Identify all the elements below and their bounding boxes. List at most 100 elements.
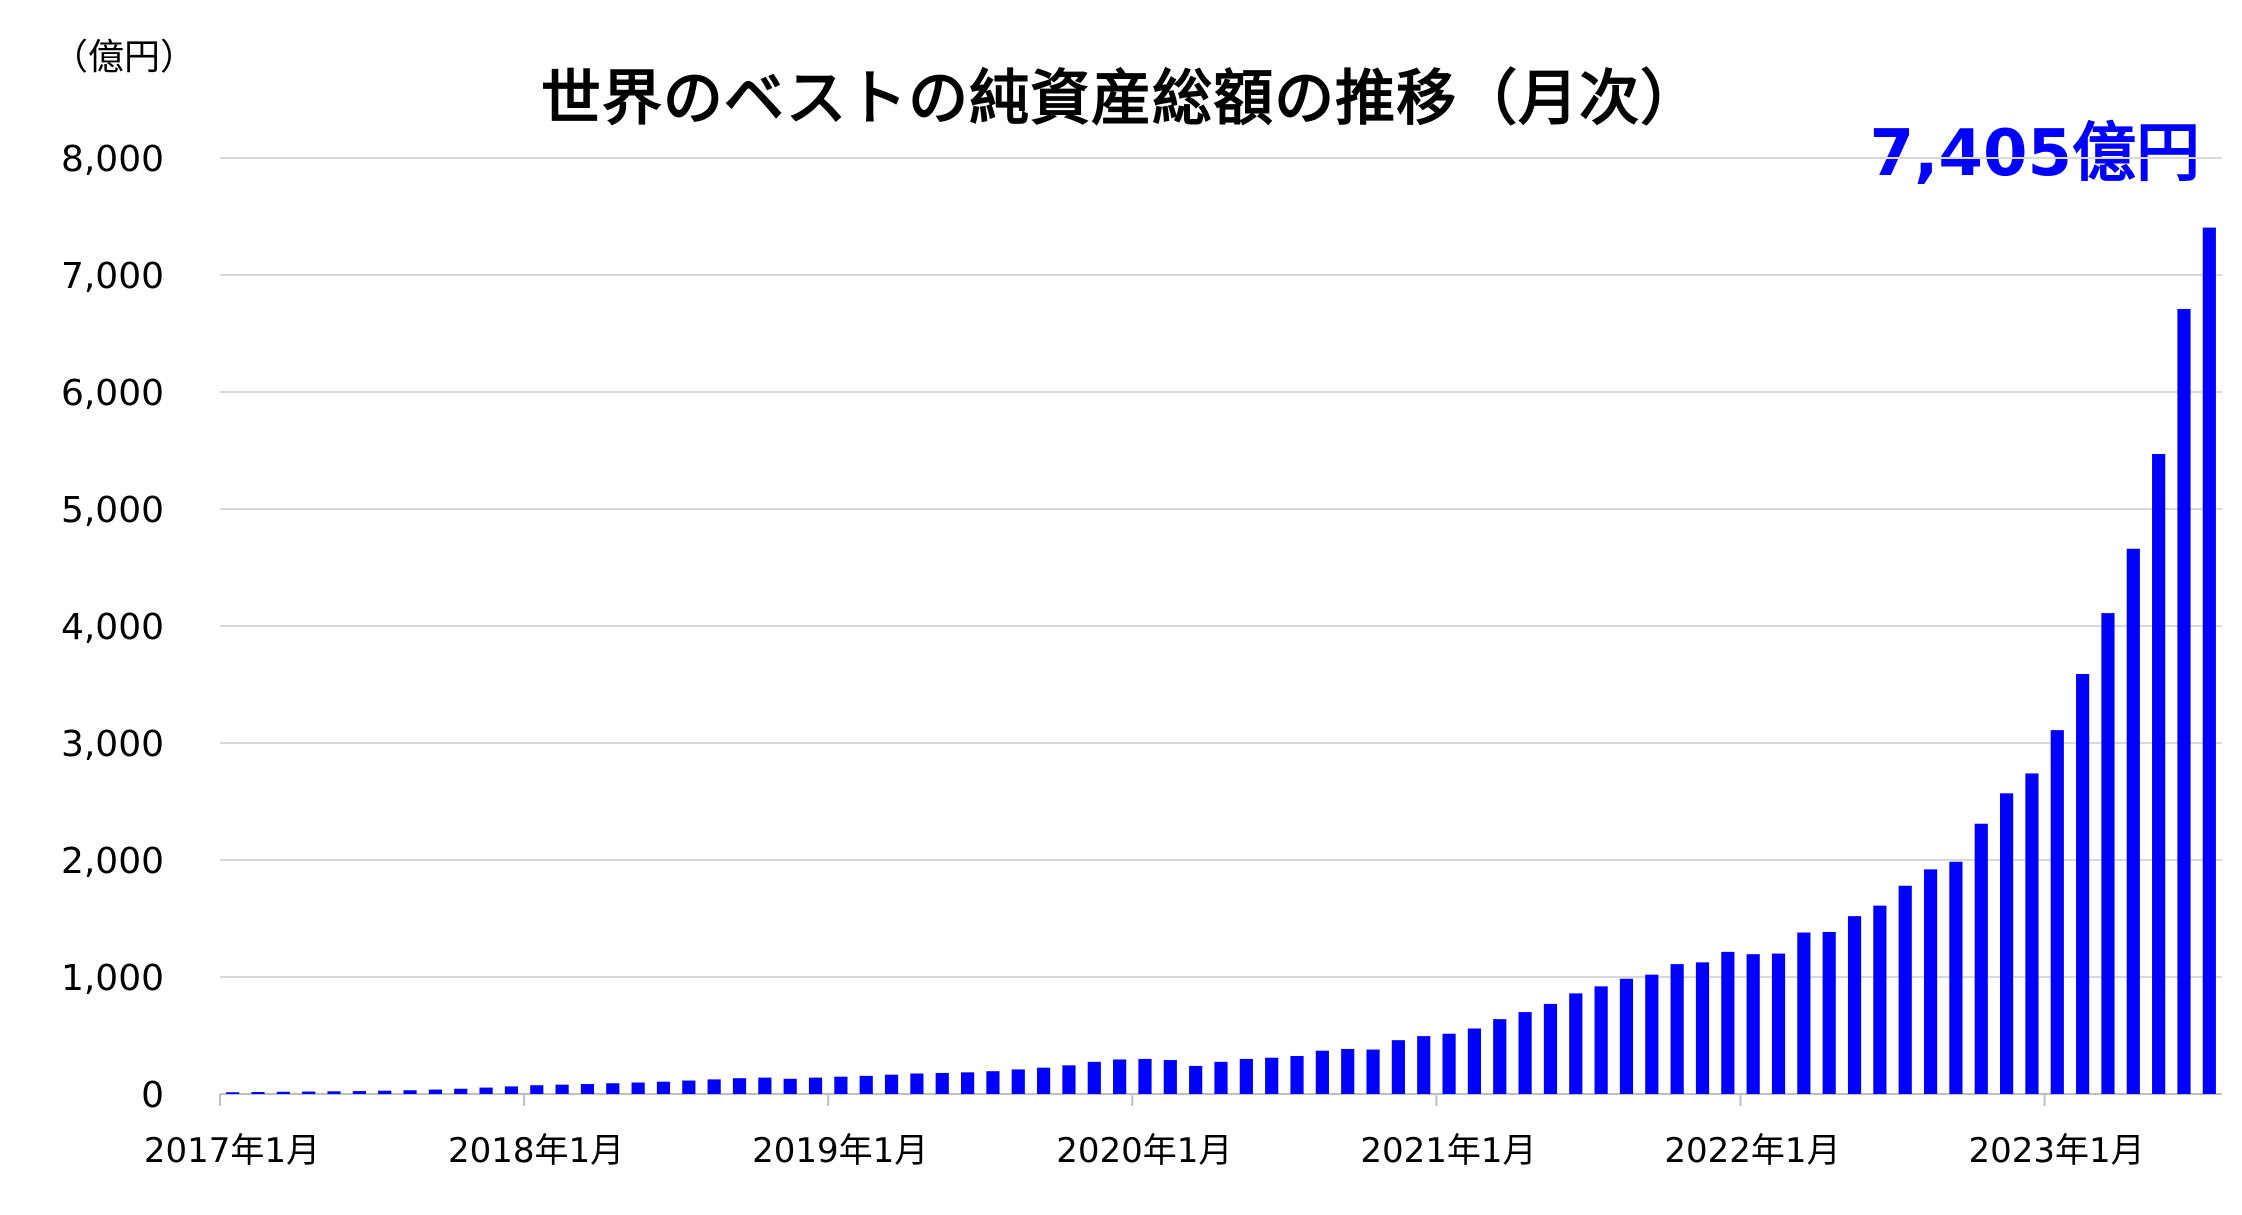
- bar: [580, 1084, 595, 1094]
- y-axis-unit-label: （億円）: [52, 37, 197, 78]
- x-tick-label: 2022年1月: [1664, 1131, 1840, 1171]
- bar: [1493, 1019, 1507, 1094]
- bar: [1746, 954, 1760, 1094]
- bar: [378, 1090, 392, 1094]
- bar: [606, 1083, 620, 1094]
- bar: [682, 1080, 696, 1094]
- bar: [504, 1086, 519, 1094]
- bar: [2050, 730, 2064, 1094]
- bar: [1923, 869, 1938, 1094]
- bar: [986, 1071, 1000, 1094]
- bar: [2177, 308, 2191, 1094]
- bar: [327, 1091, 341, 1094]
- x-tick-label: 2020年1月: [1056, 1131, 1232, 1171]
- bar: [302, 1091, 316, 1094]
- x-tick-label: 2023年1月: [1969, 1131, 2145, 1171]
- bar: [1518, 1012, 1532, 1094]
- bar: [1695, 962, 1710, 1094]
- bar: [2025, 773, 2039, 1094]
- bar: [834, 1076, 848, 1094]
- x-tick-label: 2019年1月: [752, 1131, 928, 1171]
- bar: [884, 1074, 899, 1094]
- bar: [935, 1072, 949, 1094]
- bar: [2202, 227, 2216, 1095]
- bar: [808, 1077, 823, 1094]
- bar: [1315, 1050, 1329, 1094]
- bar: [1797, 932, 1811, 1094]
- bar: [1113, 1059, 1127, 1094]
- bar: [530, 1085, 544, 1094]
- bar: [1847, 916, 1862, 1094]
- x-tick-label: 2021年1月: [1360, 1131, 1536, 1171]
- bar: [732, 1078, 747, 1094]
- bar: [403, 1090, 417, 1094]
- x-tick-label: 2018年1月: [448, 1131, 624, 1171]
- bar: [1341, 1048, 1355, 1094]
- bar: [428, 1089, 442, 1094]
- bar: [1974, 823, 1988, 1094]
- y-tick-label: 8,000: [61, 139, 164, 180]
- bar: [1290, 1055, 1304, 1094]
- bar: [1594, 986, 1608, 1094]
- bar: [2000, 793, 2014, 1094]
- bar: [1163, 1060, 1177, 1094]
- bar: [758, 1077, 772, 1094]
- bar: [276, 1091, 290, 1094]
- bar: [1366, 1049, 1380, 1094]
- bar: [2076, 673, 2090, 1094]
- y-tick-label: 4,000: [61, 607, 164, 648]
- bar: [1189, 1065, 1203, 1094]
- bar: [910, 1073, 924, 1094]
- bar: [707, 1079, 721, 1094]
- bar: [352, 1091, 366, 1094]
- bar: [1771, 953, 1786, 1094]
- bar: [1721, 951, 1735, 1094]
- bar: [960, 1072, 975, 1094]
- bar: [1417, 1036, 1431, 1094]
- bar: [1265, 1057, 1279, 1094]
- x-tick-label: 2017年1月: [144, 1131, 320, 1171]
- bar: [1873, 905, 1887, 1094]
- bar: [1543, 1003, 1558, 1094]
- y-tick-label: 5,000: [61, 490, 164, 531]
- bar: [1949, 861, 1963, 1094]
- y-tick-label: 6,000: [61, 373, 164, 414]
- chart-title: 世界のベストの純資産総額の推移（月次）: [540, 64, 1702, 134]
- bar: [2152, 454, 2166, 1094]
- bar: [1442, 1033, 1456, 1094]
- bar: [555, 1084, 569, 1094]
- y-tick-label: 3,000: [61, 724, 164, 765]
- bar: [1011, 1069, 1025, 1094]
- y-tick-label: 2,000: [61, 841, 164, 882]
- bar: [251, 1092, 265, 1094]
- bar: [1898, 885, 1912, 1094]
- bar: [1822, 931, 1836, 1094]
- bar: [1619, 978, 1634, 1094]
- bar: [631, 1082, 645, 1094]
- y-tick-label: 7,000: [61, 256, 164, 297]
- bar: [1138, 1058, 1152, 1094]
- bar: [1062, 1065, 1076, 1094]
- bar: [1214, 1061, 1228, 1094]
- y-tick-label: 0: [141, 1075, 164, 1116]
- y-tick-label: 1,000: [61, 958, 164, 999]
- bar: [1239, 1058, 1253, 1094]
- bar: [1569, 993, 1583, 1094]
- bar: [2101, 613, 2115, 1094]
- bar: [656, 1081, 671, 1094]
- bar: [1037, 1067, 1051, 1094]
- bar: [1391, 1040, 1405, 1094]
- bar: [1467, 1028, 1482, 1094]
- bar: [454, 1088, 468, 1094]
- bar: [479, 1087, 493, 1094]
- bar: [1645, 974, 1659, 1094]
- bar: [1670, 964, 1684, 1094]
- bar: [783, 1078, 797, 1094]
- bar: [2126, 548, 2140, 1094]
- bar: [226, 1092, 240, 1094]
- bar: [1087, 1061, 1101, 1094]
- latest-value-callout: 7,405億円: [1869, 117, 2200, 191]
- bar: [859, 1075, 873, 1094]
